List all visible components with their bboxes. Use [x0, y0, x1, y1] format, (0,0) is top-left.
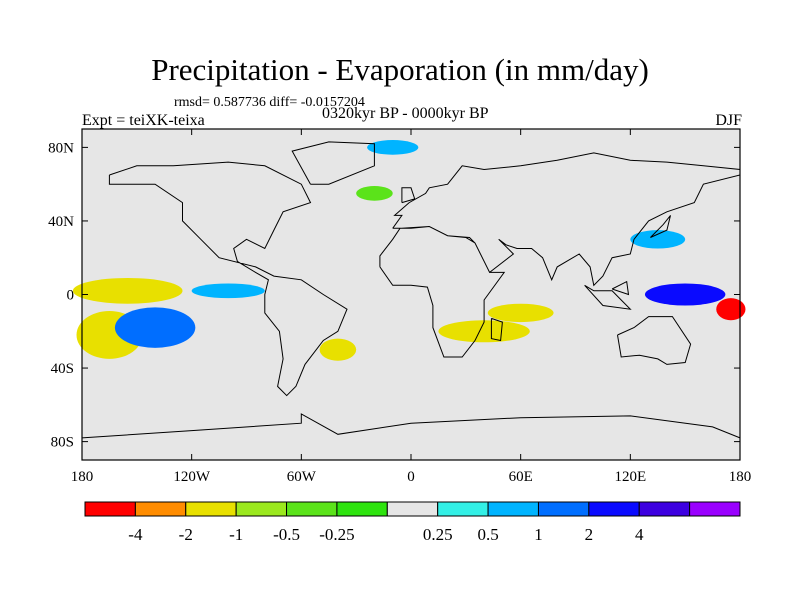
colorbar-swatch	[487, 501, 539, 517]
colorbar-label: 2	[585, 525, 594, 544]
colorbar-label: -0.25	[319, 525, 354, 544]
stats-line: rmsd= 0.587736 diff= -0.0157204	[174, 95, 365, 110]
colorbar-swatch	[588, 501, 640, 517]
y-tick-label: 80N	[48, 140, 74, 156]
x-tick-label: 120E	[614, 469, 646, 485]
map-panel: 180 120W 60W 0 60E 120E 180 80N 40N 0 40S 80S	[48, 128, 751, 485]
colorbar-swatch	[386, 501, 439, 517]
anomaly-blob	[716, 298, 746, 321]
colorbar-label: 4	[635, 525, 644, 544]
y-tick-label: 0	[67, 288, 75, 304]
map-title: Precipitation - Evaporation (in mm/day)	[151, 52, 649, 87]
colorbar: -4 -2 -1 -0.5 -0.25 0.25 0.5 1 2 4	[84, 501, 741, 544]
anomaly-blob	[114, 307, 196, 348]
anomaly-blob	[644, 283, 726, 306]
anomaly-blob	[72, 277, 183, 304]
colorbar-swatch	[185, 501, 237, 517]
anomaly-blob	[356, 186, 393, 201]
colorbar-label: 0.25	[423, 525, 453, 544]
colorbar-swatch	[235, 501, 288, 517]
colorbar-swatch	[336, 501, 388, 517]
colorbar-swatch	[537, 501, 590, 517]
anomaly-blob	[438, 320, 530, 343]
colorbar-label: -4	[128, 525, 143, 544]
colorbar-label: -0.5	[273, 525, 300, 544]
anomaly-contours	[72, 140, 746, 361]
x-tick-label: 180	[71, 469, 94, 485]
experiment-label: Expt = teiXK-teixa	[82, 112, 205, 129]
colorbar-swatch	[134, 501, 187, 517]
axis-ticks: 180 120W 60W 0 60E 120E 180 80N 40N 0 40S 80S	[48, 129, 751, 485]
x-tick-label: 60E	[509, 469, 533, 485]
season-label: DJF	[715, 112, 742, 129]
y-tick-label: 80S	[51, 435, 74, 451]
map-background	[82, 129, 740, 460]
coastlines	[81, 141, 741, 439]
x-tick-label: 60W	[287, 469, 317, 485]
colorbar-label: 1	[534, 525, 543, 544]
colorbar-swatch	[638, 501, 691, 517]
x-tick-label: 0	[407, 469, 415, 485]
colorbar-label: -1	[229, 525, 243, 544]
colorbar-swatch	[437, 501, 489, 517]
y-tick-label: 40S	[51, 361, 74, 377]
colorbar-swatch	[689, 501, 741, 517]
period-label: 0320kyr BP - 0000kyr BP	[322, 105, 489, 122]
anomaly-blob	[319, 338, 357, 361]
colorbar-label: -2	[179, 525, 193, 544]
colorbar-swatch	[84, 501, 136, 517]
colorbar-swatch	[286, 501, 338, 517]
x-tick-label: 180	[729, 469, 752, 485]
x-tick-label: 120W	[173, 469, 211, 485]
anomaly-blob	[630, 230, 686, 249]
anomaly-blob	[367, 140, 419, 155]
colorbar-label: 0.5	[477, 525, 498, 544]
anomaly-blob	[487, 303, 554, 323]
anomaly-blob	[191, 283, 265, 299]
y-tick-label: 40N	[48, 214, 74, 230]
